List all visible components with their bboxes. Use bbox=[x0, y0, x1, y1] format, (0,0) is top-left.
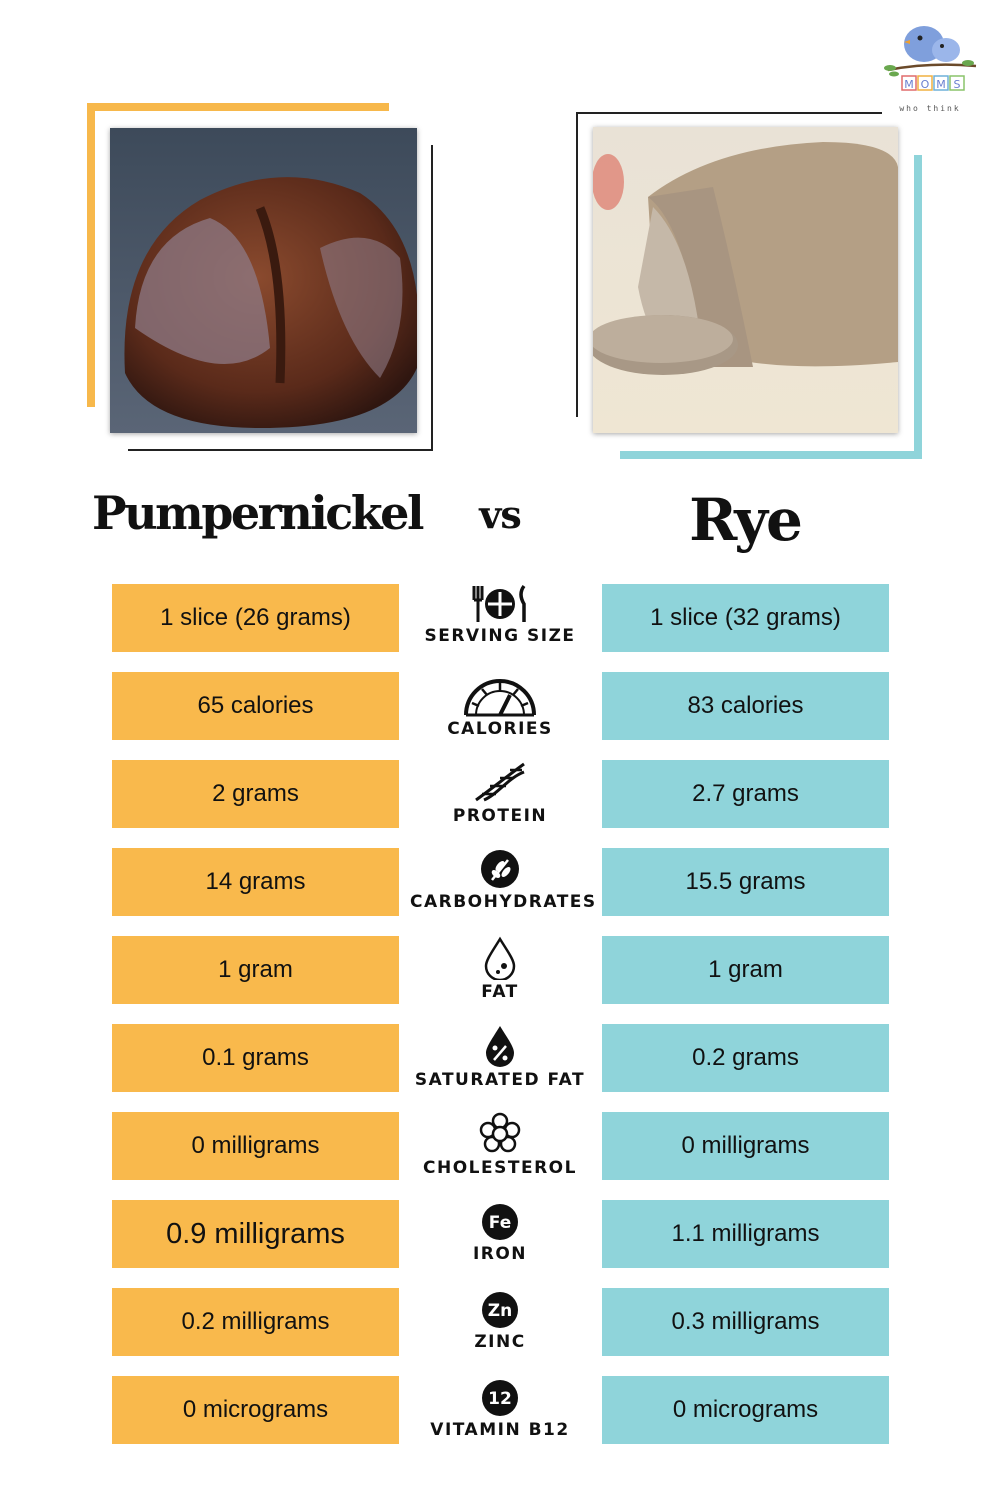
rye-photo bbox=[593, 127, 898, 433]
nutrient-protein: PROTEIN bbox=[410, 760, 590, 838]
pumpernickel-value: 2 grams bbox=[112, 760, 399, 828]
iron-icon: Fe bbox=[482, 1204, 518, 1240]
rye-frame-outline bbox=[576, 112, 882, 417]
nutrient-label: SATURATED FAT bbox=[414, 1070, 586, 1090]
nutrient-vitamin-b12: 12 VITAMIN B12 bbox=[410, 1378, 590, 1456]
utensils-plate-icon bbox=[472, 584, 526, 622]
pumpernickel-value: 65 calories bbox=[112, 672, 399, 740]
pumpernickel-photo bbox=[110, 128, 417, 433]
logo-letter: M bbox=[904, 78, 914, 91]
pumpernickel-value: 0.9 milligrams bbox=[112, 1200, 399, 1268]
pumpernickel-value: 0 micrograms bbox=[112, 1376, 399, 1444]
rye-value: 0 micrograms bbox=[602, 1376, 889, 1444]
pumpernickel-value: 1 gram bbox=[112, 936, 399, 1004]
nutrient-cholesterol: CHOLESTEROL bbox=[410, 1112, 590, 1190]
nutrient-label: VITAMIN B12 bbox=[430, 1420, 570, 1440]
site-logo: M O M S who think bbox=[880, 18, 980, 116]
vitamin-b12-number: 12 bbox=[488, 1389, 512, 1409]
pumpernickel-value: 1 slice (26 grams) bbox=[112, 584, 399, 652]
nutrient-label: CARBOHYDRATES bbox=[410, 892, 597, 912]
pumpernickel-title: Pumpernickel bbox=[92, 486, 424, 540]
gauge-icon bbox=[464, 679, 536, 717]
nutrient-iron: Fe IRON bbox=[410, 1202, 590, 1280]
logo-letter: S bbox=[954, 78, 961, 91]
rye-value: 15.5 grams bbox=[602, 848, 889, 916]
nutrient-serving-size: SERVING SIZE bbox=[410, 582, 590, 660]
zinc-symbol: Zn bbox=[488, 1301, 512, 1321]
nutrient-label: CHOLESTEROL bbox=[423, 1158, 577, 1178]
drop-icon bbox=[484, 936, 516, 980]
rye-value: 0.3 milligrams bbox=[602, 1288, 889, 1356]
logo-letter: O bbox=[921, 78, 930, 91]
rye-value: 1 slice (32 grams) bbox=[602, 584, 889, 652]
pumpernickel-frame-outline bbox=[128, 145, 433, 451]
logo-tagline: who think bbox=[899, 104, 961, 113]
nutrient-label: CALORIES bbox=[447, 719, 553, 739]
rye-value: 0 milligrams bbox=[602, 1112, 889, 1180]
bird-logo-icon: M O M S bbox=[884, 26, 977, 91]
nutrient-carbohydrates: CARBOHYDRATES bbox=[410, 848, 597, 926]
nutrient-saturated-fat: SATURATED FAT bbox=[410, 1024, 590, 1102]
pumpernickel-frame-accent bbox=[87, 103, 389, 407]
nutrient-fat: FAT bbox=[410, 936, 590, 1014]
logo-letter: M bbox=[936, 78, 946, 91]
nutrient-label: ZINC bbox=[474, 1332, 526, 1352]
grain-icon bbox=[481, 850, 519, 888]
rye-value: 0.2 grams bbox=[602, 1024, 889, 1092]
nutrient-label: FAT bbox=[481, 982, 519, 1002]
nutrient-calories: CALORIES bbox=[410, 675, 590, 753]
nutrient-label: IRON bbox=[472, 1244, 528, 1264]
rye-frame-accent bbox=[620, 155, 922, 459]
vitamin-b12-icon: 12 bbox=[482, 1380, 518, 1416]
rye-title: Rye bbox=[689, 486, 803, 554]
pumpernickel-value: 0.1 grams bbox=[112, 1024, 399, 1092]
rye-value: 1 gram bbox=[602, 936, 889, 1004]
dna-icon bbox=[475, 762, 525, 802]
pumpernickel-value: 14 grams bbox=[112, 848, 399, 916]
pumpernickel-value: 0 milligrams bbox=[112, 1112, 399, 1180]
rye-value: 2.7 grams bbox=[602, 760, 889, 828]
nutrient-label: SERVING SIZE bbox=[424, 626, 576, 646]
iron-symbol: Fe bbox=[489, 1213, 511, 1233]
versus-label: vs bbox=[479, 492, 521, 537]
rye-value: 1.1 milligrams bbox=[602, 1200, 889, 1268]
cholesterol-icon bbox=[479, 1112, 521, 1153]
nutrient-zinc: Zn ZINC bbox=[410, 1290, 590, 1368]
pumpernickel-value: 0.2 milligrams bbox=[112, 1288, 399, 1356]
nutrient-label: PROTEIN bbox=[452, 806, 548, 826]
percent-drop-icon bbox=[486, 1026, 514, 1067]
zinc-icon: Zn bbox=[482, 1292, 518, 1328]
rye-value: 83 calories bbox=[602, 672, 889, 740]
